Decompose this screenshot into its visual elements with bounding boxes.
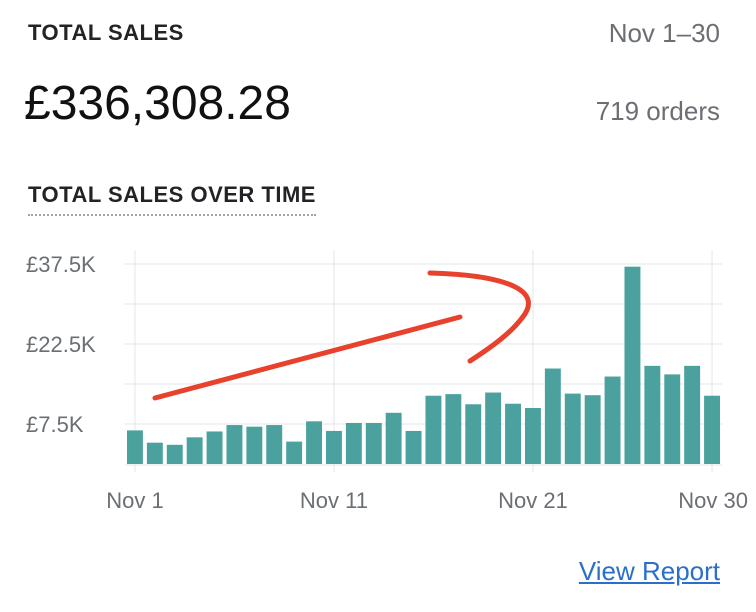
bar[interactable]	[146, 442, 163, 464]
x-tick-label: Nov 21	[498, 488, 568, 513]
total-sales-value: £336,308.28	[24, 77, 291, 130]
bar[interactable]	[266, 425, 283, 464]
bar[interactable]	[126, 430, 143, 464]
x-tick-label: Nov 11	[300, 488, 368, 513]
bar[interactable]	[684, 365, 701, 464]
bar[interactable]	[485, 392, 502, 464]
y-tick-label: £37.5K	[26, 252, 96, 277]
bar[interactable]	[306, 421, 323, 464]
bar[interactable]	[166, 444, 183, 464]
chart-title[interactable]: TOTAL SALES OVER TIME	[28, 182, 316, 216]
x-tick-label: Nov 1	[106, 488, 163, 513]
bar[interactable]	[544, 368, 561, 464]
annotation-arrow-line	[152, 314, 463, 401]
y-tick-label: £7.5K	[26, 412, 84, 437]
bar[interactable]	[564, 393, 581, 464]
bar[interactable]	[524, 408, 541, 464]
bar[interactable]	[644, 365, 661, 464]
date-range[interactable]: Nov 1–30	[608, 18, 720, 48]
annotation-arrow-curve	[427, 270, 531, 364]
bar[interactable]	[405, 430, 422, 464]
y-axis: £7.5K £22.5K £37.5K	[26, 252, 96, 437]
bar[interactable]	[664, 374, 681, 464]
bar[interactable]	[286, 441, 303, 464]
bar[interactable]	[345, 422, 362, 464]
bar[interactable]	[624, 266, 641, 464]
x-axis: Nov 1 Nov 11 Nov 21 Nov 30	[106, 488, 748, 513]
bar[interactable]	[604, 376, 621, 464]
annotation	[152, 270, 531, 401]
grid-lines	[125, 250, 722, 472]
bars	[126, 266, 721, 464]
bar[interactable]	[505, 403, 522, 464]
bar[interactable]	[226, 425, 243, 464]
x-tick-label: Nov 30	[678, 488, 748, 513]
orders-count: 719 orders	[595, 96, 720, 126]
bar[interactable]	[445, 394, 462, 464]
bar[interactable]	[425, 395, 442, 464]
bar[interactable]	[186, 437, 203, 464]
view-report-link[interactable]: View Report	[578, 556, 720, 586]
bar[interactable]	[325, 430, 342, 464]
bar[interactable]	[246, 426, 263, 464]
card-title: TOTAL SALES	[28, 20, 184, 45]
sales-bar-chart: £7.5K £22.5K £37.5K Nov 1 Nov 11 Nov 21 Nov 3…	[26, 250, 748, 513]
bar[interactable]	[206, 431, 223, 464]
bar[interactable]	[365, 422, 382, 464]
bar[interactable]	[465, 404, 482, 464]
bar[interactable]	[385, 412, 402, 464]
bar[interactable]	[704, 395, 721, 464]
bar[interactable]	[584, 395, 601, 464]
y-tick-label: £22.5K	[26, 332, 96, 357]
